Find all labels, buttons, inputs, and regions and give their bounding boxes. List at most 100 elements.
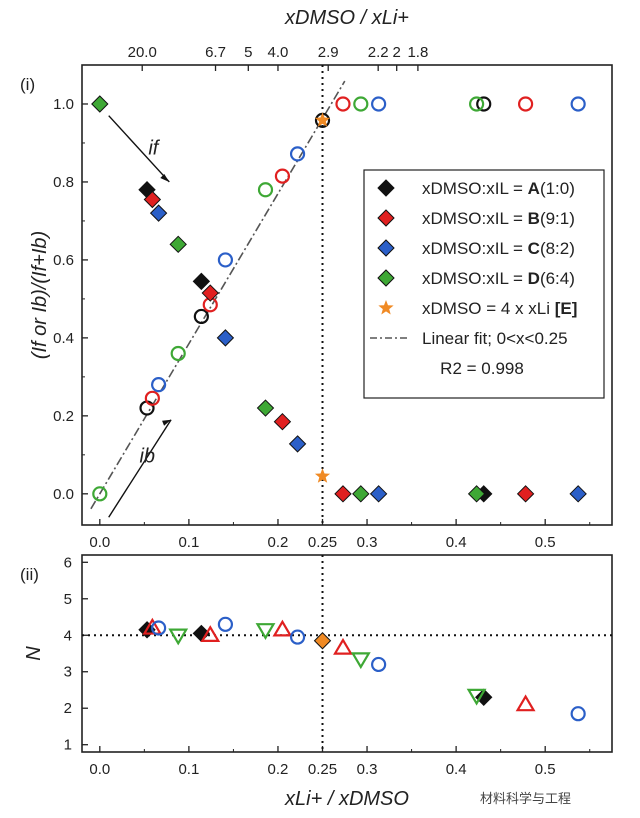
legend-label: xDMSO:xIL = C(8:2) — [422, 239, 575, 258]
top-tick-label: 4.0 — [268, 44, 289, 61]
y-tick-label: 0.6 — [53, 252, 74, 269]
top-tick-label: 2 — [393, 44, 401, 61]
point-if — [149, 204, 168, 222]
x-tick-label: 0.0 — [89, 761, 110, 778]
y-tick-label: 2 — [64, 700, 72, 717]
y-tick-label: 0.4 — [53, 330, 74, 347]
x-tick-label: 0.1 — [178, 534, 199, 551]
point-ib — [335, 96, 351, 112]
legend-label: xDMSO:xIL = D(6:4) — [422, 269, 575, 288]
point-ib — [476, 96, 492, 112]
point-N — [570, 706, 586, 722]
x-tick-label: 0.1 — [178, 761, 199, 778]
point-if — [143, 190, 162, 209]
point-if — [91, 95, 109, 113]
panel-ii: 0.0 0.1 0.2 0.25 0.3 0.4 0.5 1 2 3 4 5 6 xLi+ / xDMSO… — [20, 554, 613, 810]
legend-label: Linear fit; 0<x<0.25 — [422, 329, 568, 348]
legend-label: xDMSO:xIL = A(1:0) — [422, 179, 575, 198]
point-if — [273, 412, 292, 431]
point-ib — [274, 168, 291, 184]
x-tick-label: 0.4 — [446, 761, 467, 778]
point-if — [256, 399, 275, 417]
x-tick-label: 0.3 — [357, 534, 378, 551]
point-if — [516, 485, 535, 503]
point-N — [475, 688, 493, 706]
point-ib — [92, 486, 108, 502]
y-tick-label: 5 — [64, 591, 72, 608]
point-ib — [353, 96, 369, 112]
x-tick-label: 0.2 — [268, 761, 289, 778]
point-if — [352, 485, 370, 503]
watermark-text: 材料科学与工程 — [480, 791, 572, 806]
arrow-ib-head — [162, 419, 172, 426]
legend-marker — [377, 269, 395, 287]
x-tick-label: 0.0 — [89, 534, 110, 551]
plot-frame — [81, 554, 613, 753]
x-axis-title: xLi+ / xDMSO — [284, 788, 409, 810]
legend-label: R2 = 0.998 — [440, 359, 524, 378]
legend-label: xDMSO:xIL = B(9:1) — [422, 209, 575, 228]
top-tick-label: 1.8 — [407, 44, 428, 61]
point-N — [272, 619, 293, 637]
point-if — [569, 485, 587, 503]
point-N — [515, 694, 536, 712]
panel-i: 0.0 0.1 0.2 0.25 0.3 0.4 0.5 0.0 0.2 0.4 0.6 0.8 1.0… — [20, 7, 613, 551]
point-if — [216, 329, 235, 347]
annotation-label: ib — [139, 446, 155, 468]
point-N — [255, 623, 276, 640]
point-N — [142, 617, 163, 635]
point-ib — [193, 308, 209, 325]
x-tick-label: 0.5 — [535, 534, 556, 551]
point-N — [289, 629, 306, 645]
linear-fit-line — [90, 80, 346, 510]
y-tick-label: 1.0 — [53, 96, 74, 113]
point-E — [314, 468, 331, 483]
legend: xDMSO:xIL = A(1:0) xDMSO:xIL = B(9:1) xDMS… — [363, 169, 605, 399]
legend-marker — [377, 239, 395, 257]
point-if — [201, 284, 219, 302]
point-N — [371, 656, 387, 673]
arrow-if-head — [160, 173, 170, 182]
legend-marker — [377, 179, 395, 197]
x-tick-label: 0.2 — [268, 534, 289, 551]
top-tick-label: 6.7 — [205, 44, 226, 61]
panel-label: (i) — [20, 75, 35, 94]
point-ib — [570, 96, 586, 112]
y-tick-label: 0.0 — [53, 486, 74, 503]
y-tick-label: 3 — [64, 664, 72, 681]
point-ib — [289, 146, 306, 162]
point-N — [217, 616, 234, 632]
top-tick-label: 5 — [244, 44, 252, 61]
y-axis-title: N — [23, 646, 45, 661]
x-tick-label: 0.5 — [535, 761, 556, 778]
top-tick-label: 2.2 — [368, 44, 389, 61]
point-ib — [151, 377, 167, 393]
point-N — [350, 652, 371, 670]
y-tick-label: 1 — [64, 737, 72, 754]
point-N — [200, 625, 221, 642]
point-N — [333, 637, 353, 655]
point-ib — [170, 345, 186, 362]
top-tick-label: 20.0 — [128, 44, 157, 61]
y-tick-label: 0.2 — [53, 408, 74, 425]
point-ib — [257, 182, 274, 198]
point-if — [192, 272, 211, 291]
legend-box — [363, 169, 605, 399]
top-axis-title: xDMSO / xLi+ — [284, 7, 409, 29]
panel-label: (ii) — [20, 565, 39, 584]
top-tick-label: 2.9 — [318, 44, 339, 61]
legend-label: xDMSO = 4 x xLi [E] — [422, 299, 577, 318]
point-E-top — [314, 112, 331, 127]
plot-frame — [81, 64, 613, 526]
point-ib — [517, 96, 534, 112]
point-if — [467, 485, 486, 503]
point-ib — [469, 96, 485, 112]
x-tick-label: 0.25 — [308, 534, 337, 551]
y-axis-title: (If or Ib)/(If+Ib) — [29, 231, 51, 359]
point-if — [288, 435, 307, 453]
point-N — [168, 628, 189, 646]
point-ib — [371, 96, 387, 112]
x-tick-label: 0.3 — [357, 761, 378, 778]
point-N — [151, 620, 167, 636]
